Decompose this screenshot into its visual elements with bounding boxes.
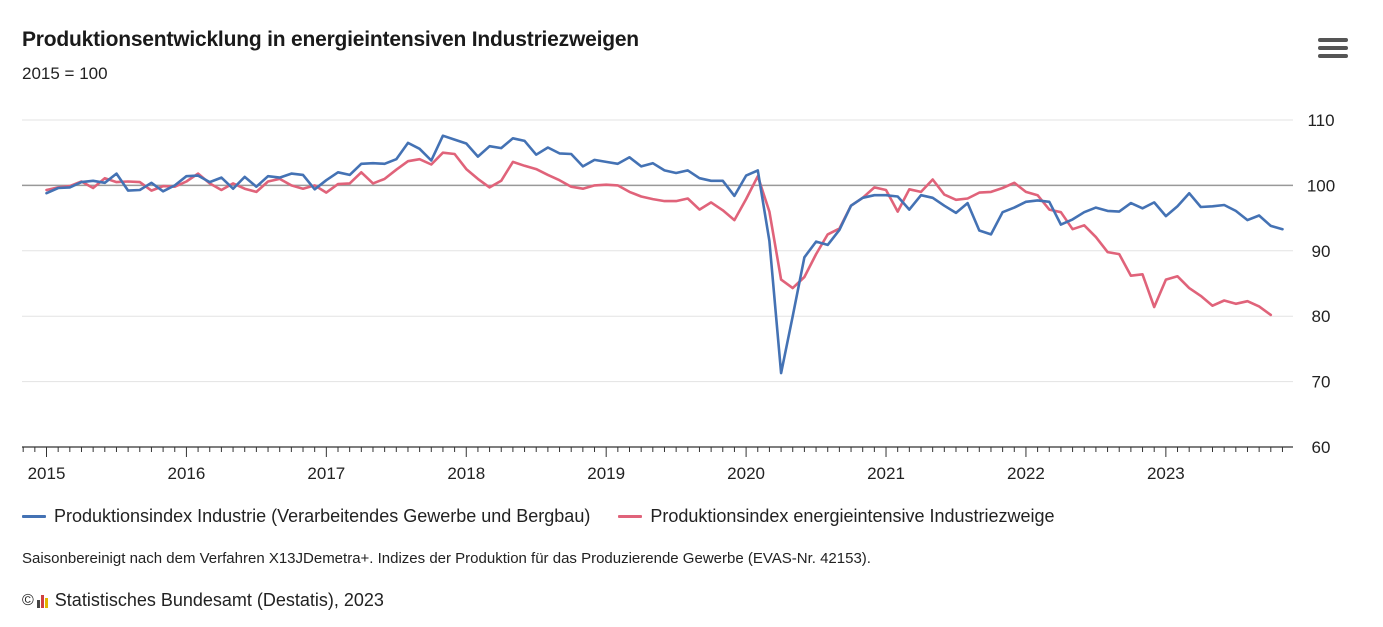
x-tick-label: 2020 bbox=[727, 464, 765, 483]
y-tick-label: 100 bbox=[1307, 176, 1335, 195]
legend-swatch-energie bbox=[618, 515, 643, 518]
x-tick-label: 2023 bbox=[1147, 464, 1185, 483]
x-tick-label: 2015 bbox=[28, 464, 66, 483]
chart-menu-icon[interactable] bbox=[1318, 38, 1348, 62]
chart-footnote: Saisonbereinigt nach dem Verfahren X13JD… bbox=[22, 550, 871, 567]
menu-bar bbox=[1318, 46, 1348, 50]
legend-item-energie[interactable]: Produktionsindex energieintensive Indust… bbox=[618, 506, 1055, 527]
copyright-symbol: © bbox=[22, 591, 34, 609]
line-chart: 60 70 80 90 100 110 2015 2016 2017 2018 2019 2020 20… bbox=[22, 111, 1335, 483]
y-tick-label: 60 bbox=[1312, 438, 1331, 457]
y-tick-label: 80 bbox=[1312, 307, 1331, 326]
chart-title: Produktionsentwicklung in energieintensi… bbox=[22, 28, 639, 51]
credit-text: Statistisches Bundesamt (Destatis), 2023 bbox=[54, 590, 384, 610]
destatis-logo-icon bbox=[36, 594, 49, 608]
x-tick-label: 2021 bbox=[867, 464, 905, 483]
x-tick-label: 2017 bbox=[307, 464, 345, 483]
x-tick-label: 2018 bbox=[447, 464, 485, 483]
y-tick-label: 110 bbox=[1307, 111, 1334, 130]
y-tick-label: 70 bbox=[1312, 373, 1331, 392]
chart-credit: © Statistisches Bundesamt (Destatis), 20… bbox=[22, 590, 384, 611]
x-tick-label: 2016 bbox=[168, 464, 206, 483]
legend-label-energie: Produktionsindex energieintensive Indust… bbox=[650, 506, 1055, 526]
chart-subtitle: 2015 = 100 bbox=[22, 64, 108, 83]
y-tick-label: 90 bbox=[1312, 242, 1331, 261]
series-line-industrie bbox=[45, 134, 1284, 375]
legend-label-industrie: Produktionsindex Industrie (Verarbeitend… bbox=[54, 506, 591, 526]
menu-bar bbox=[1318, 54, 1348, 58]
menu-bar bbox=[1318, 38, 1348, 42]
legend-swatch-industrie bbox=[22, 515, 46, 518]
legend-item-industrie[interactable]: Produktionsindex Industrie (Verarbeitend… bbox=[22, 506, 590, 527]
series-line-energie bbox=[45, 151, 1273, 317]
x-tick-label: 2019 bbox=[587, 464, 625, 483]
x-tick-label: 2022 bbox=[1007, 464, 1045, 483]
chart-legend: Produktionsindex Industrie (Verarbeitend… bbox=[22, 506, 1083, 527]
